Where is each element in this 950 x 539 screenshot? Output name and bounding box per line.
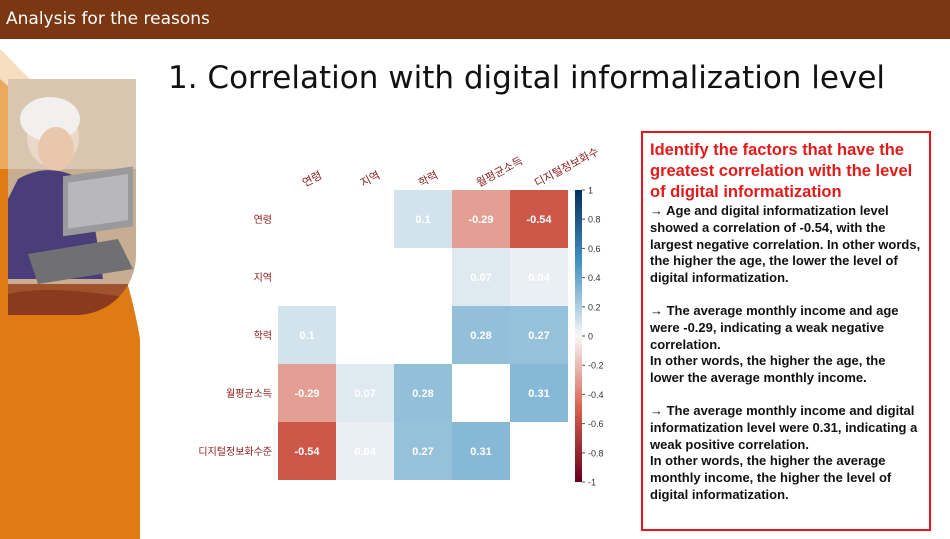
colorbar-tick-label: -0.6: [588, 419, 604, 429]
heatmap-cell: [510, 364, 568, 422]
header-title: Analysis for the reasons: [6, 9, 210, 29]
colorbar-tick-label: -1: [588, 478, 596, 488]
heatmap-cell: [510, 306, 568, 364]
cell-value-label: 0.07: [470, 272, 491, 284]
cell-value-label: 0.28: [470, 330, 491, 342]
heatmap-cell: [510, 190, 568, 248]
heatmap-cell: [278, 306, 336, 364]
cell-value-label: -0.29: [468, 214, 493, 226]
header-bar: Analysis for the reasons: [0, 0, 950, 39]
cell-value-label: 0.1: [415, 214, 430, 226]
cell-value-label: 0.31: [470, 446, 491, 458]
cell-value-label: 0.27: [528, 330, 549, 342]
row-label: 월평균소득: [226, 388, 272, 400]
cell-value-label: -0.29: [294, 388, 319, 400]
heatmap-cell: [336, 422, 394, 480]
slide-title: 1. Correlation with digital informalizat…: [168, 60, 886, 96]
cell-value-label: 0.27: [412, 446, 433, 458]
heatmap-cell: [394, 422, 452, 480]
cell-value-label: 0.04: [528, 272, 550, 284]
heatmap-cell: [452, 422, 510, 480]
row-label: 지역: [254, 272, 272, 284]
finding-age: → Age and digital informatization level …: [650, 203, 921, 286]
cell-value-label: -0.54: [526, 214, 552, 226]
finding-income-age: → The average monthly income and age wer…: [650, 302, 899, 386]
column-label: 학력: [416, 169, 440, 190]
column-label: 월평균소득: [474, 154, 525, 189]
heatmap-cell: [278, 364, 336, 422]
row-label: 연령: [254, 214, 272, 226]
elderly-woman-laptop-photo: [8, 79, 136, 315]
analysis-text-box: Identify the factors that have the great…: [641, 131, 931, 531]
colorbar-tick-label: -0.4: [588, 390, 604, 400]
heatmap-cell: [336, 364, 394, 422]
cell-value-label: 0.31: [528, 388, 549, 400]
row-label: 디지털정보화수준: [198, 446, 272, 458]
row-label: 학력: [254, 330, 272, 342]
colorbar: [575, 190, 582, 482]
heatmap-cell: [452, 306, 510, 364]
colorbar-tick-label: 1: [588, 186, 593, 196]
cell-value-label: 0.28: [412, 388, 433, 400]
column-label: 지역: [358, 169, 382, 190]
colorbar-tick-label: 0.2: [588, 302, 601, 312]
colorbar-tick-label: 0.4: [588, 273, 601, 283]
colorbar-tick-label: 0.6: [588, 244, 601, 254]
colorbar-tick-label: 0.8: [588, 215, 601, 225]
cell-value-label: 0.04: [354, 446, 376, 458]
cell-value-label: 0.1: [299, 330, 314, 342]
finding-income-digital: → The average monthly income and digital…: [650, 402, 918, 502]
column-label: 디지털정보화수: [532, 145, 601, 190]
box-heading: Identify the factors that have the great…: [650, 141, 913, 201]
heatmap-cell: [394, 364, 452, 422]
correlation-heatmap: 0.1 -0.29 -0.54 0.07 0.04 0.1 0.28 0.27 -0.29 0.0…: [198, 145, 604, 488]
colorbar-tick-label: -0.2: [588, 361, 604, 371]
colorbar-tick-label: -0.8: [588, 448, 604, 458]
heatmap-cell: [510, 248, 568, 306]
heatmap-cell: [278, 422, 336, 480]
heatmap-cell: [394, 190, 452, 248]
heatmap-cell: [452, 190, 510, 248]
heatmap-cell: [452, 248, 510, 306]
colorbar-tick-label: 0: [588, 332, 593, 342]
cell-value-label: -0.54: [294, 446, 320, 458]
column-label: 연령: [300, 169, 324, 190]
cell-value-label: 0.07: [354, 388, 375, 400]
